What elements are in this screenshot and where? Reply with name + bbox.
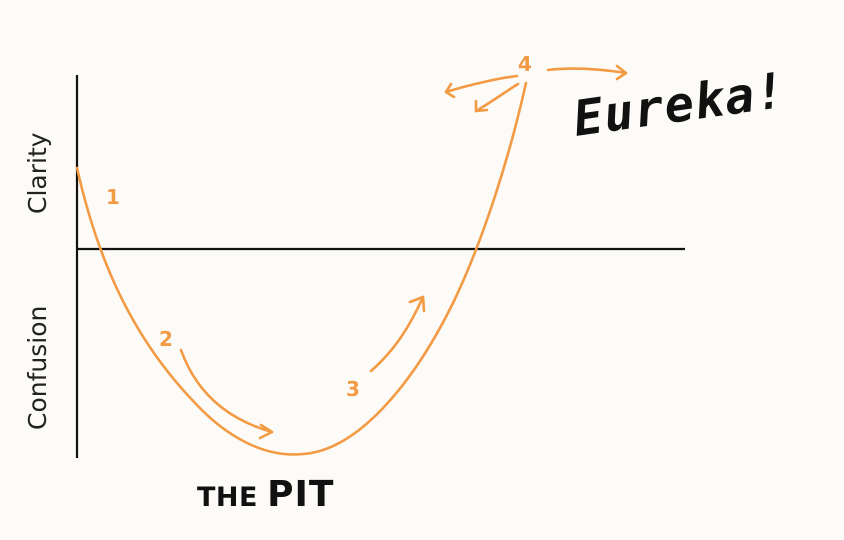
eureka-callout: Eureka! xyxy=(570,62,789,148)
arrow-ascend xyxy=(369,295,425,373)
pit-word: PIT xyxy=(267,474,334,515)
step-four-label: 4 xyxy=(518,52,532,76)
confusion-label: Confusion xyxy=(23,306,52,430)
journey-curve xyxy=(75,81,528,456)
step-three-label: 3 xyxy=(346,377,360,401)
pit-caption: THE PIT xyxy=(197,474,334,515)
arrow-ascend-head xyxy=(408,295,426,313)
burst-arrow-left xyxy=(444,74,519,94)
arrow-descend xyxy=(179,348,274,434)
pit-prefix: THE xyxy=(197,482,258,513)
burst-arrow-down-head xyxy=(474,99,489,113)
burst-arrow-down xyxy=(474,82,520,113)
arrow-descend-head xyxy=(258,423,274,440)
clarity-label: Clarity xyxy=(23,132,52,214)
burst-arrow-right xyxy=(546,67,628,75)
step-two-label: 2 xyxy=(159,327,173,351)
burst-arrow-right-head xyxy=(615,64,628,81)
step-one-label: 1 xyxy=(106,185,120,209)
burst-arrow-left-head xyxy=(444,82,456,99)
